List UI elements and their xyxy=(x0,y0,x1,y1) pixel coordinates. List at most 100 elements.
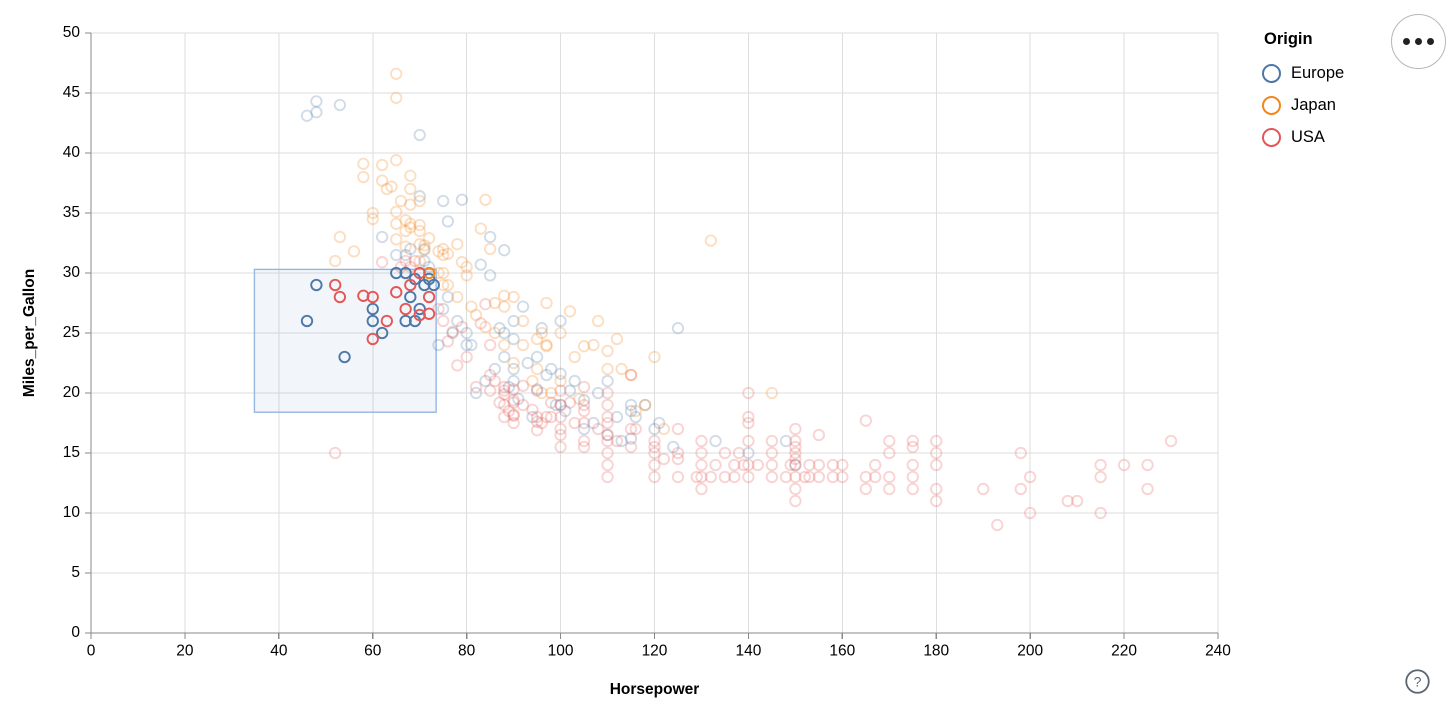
data-point-japan[interactable] xyxy=(404,221,417,234)
data-point-japan[interactable] xyxy=(563,305,577,318)
data-point-europe[interactable] xyxy=(563,384,577,397)
data-point-usa[interactable] xyxy=(695,446,708,460)
data-point-japan[interactable] xyxy=(629,404,642,418)
data-point-usa[interactable] xyxy=(742,416,755,430)
data-point-usa[interactable] xyxy=(812,428,826,442)
data-point-europe[interactable] xyxy=(535,322,548,335)
data-point-usa[interactable] xyxy=(507,394,520,407)
data-point-usa[interactable] xyxy=(718,446,732,460)
data-point-europe[interactable] xyxy=(375,230,389,244)
data-point-usa[interactable] xyxy=(498,380,511,394)
data-point-usa[interactable] xyxy=(1094,506,1107,520)
data-point-japan[interactable] xyxy=(610,332,624,346)
data-point-europe[interactable] xyxy=(460,326,473,340)
data-point-usa[interactable] xyxy=(930,434,943,448)
data-point-usa[interactable] xyxy=(333,290,347,304)
data-point-japan[interactable] xyxy=(413,238,426,251)
data-point-europe[interactable] xyxy=(483,269,497,282)
data-point-europe[interactable] xyxy=(587,416,600,430)
data-point-usa[interactable] xyxy=(329,446,342,460)
data-point-usa[interactable] xyxy=(737,458,750,472)
data-point-japan[interactable] xyxy=(441,278,455,292)
data-point-usa[interactable] xyxy=(577,380,591,394)
data-point-usa[interactable] xyxy=(399,254,412,268)
data-point-europe[interactable] xyxy=(460,338,473,352)
data-point-usa[interactable] xyxy=(930,482,943,496)
data-point-usa[interactable] xyxy=(906,470,919,484)
data-point-usa[interactable] xyxy=(869,470,882,484)
data-point-usa[interactable] xyxy=(390,286,403,299)
legend-item-europe[interactable]: Europe xyxy=(1262,57,1442,89)
data-point-usa[interactable] xyxy=(375,256,389,269)
data-point-usa[interactable] xyxy=(789,440,802,454)
data-point-europe[interactable] xyxy=(427,278,440,292)
data-point-europe[interactable] xyxy=(413,190,426,203)
data-point-europe[interactable] xyxy=(559,404,572,418)
data-point-usa[interactable] xyxy=(498,388,511,401)
data-point-europe[interactable] xyxy=(624,398,638,412)
data-point-europe[interactable] xyxy=(310,278,323,292)
data-point-europe[interactable] xyxy=(399,248,412,262)
data-point-usa[interactable] xyxy=(507,408,520,421)
data-point-usa[interactable] xyxy=(751,458,764,472)
data-point-europe[interactable] xyxy=(465,338,478,352)
data-point-japan[interactable] xyxy=(357,157,370,170)
data-point-usa[interactable] xyxy=(789,422,802,436)
data-point-usa[interactable] xyxy=(516,379,530,392)
data-point-usa[interactable] xyxy=(601,470,614,484)
data-point-usa[interactable] xyxy=(441,335,455,348)
data-point-usa[interactable] xyxy=(859,470,872,484)
data-point-japan[interactable] xyxy=(587,338,600,352)
data-point-europe[interactable] xyxy=(310,106,323,119)
data-point-usa[interactable] xyxy=(554,422,567,436)
data-point-japan[interactable] xyxy=(568,350,581,364)
data-point-usa[interactable] xyxy=(526,403,539,416)
data-point-europe[interactable] xyxy=(615,434,628,448)
data-point-usa[interactable] xyxy=(601,416,614,430)
data-point-japan[interactable] xyxy=(530,332,544,346)
data-point-usa[interactable] xyxy=(380,314,393,328)
data-point-europe[interactable] xyxy=(554,314,567,328)
data-point-europe[interactable] xyxy=(577,422,591,436)
data-point-usa[interactable] xyxy=(577,404,591,418)
data-point-usa[interactable] xyxy=(784,458,797,472)
data-point-japan[interactable] xyxy=(432,266,445,280)
data-point-usa[interactable] xyxy=(1141,458,1154,472)
data-point-europe[interactable] xyxy=(432,338,445,352)
data-point-usa[interactable] xyxy=(601,386,614,400)
data-point-usa[interactable] xyxy=(498,410,511,424)
data-point-usa[interactable] xyxy=(577,440,591,454)
data-point-usa[interactable] xyxy=(601,434,614,448)
data-point-europe[interactable] xyxy=(413,302,426,316)
data-point-japan[interactable] xyxy=(399,240,412,253)
data-point-usa[interactable] xyxy=(648,446,661,460)
data-point-japan[interactable] xyxy=(441,247,455,260)
data-point-usa[interactable] xyxy=(601,458,614,472)
data-point-usa[interactable] xyxy=(530,415,544,428)
data-point-europe[interactable] xyxy=(399,314,412,328)
data-point-usa[interactable] xyxy=(530,424,544,437)
data-point-usa[interactable] xyxy=(765,446,779,460)
data-point-japan[interactable] xyxy=(432,245,445,258)
data-point-japan[interactable] xyxy=(535,326,548,340)
data-point-japan[interactable] xyxy=(704,234,717,247)
data-point-japan[interactable] xyxy=(507,356,520,370)
legend-item-japan[interactable]: Japan xyxy=(1262,89,1442,121)
data-point-usa[interactable] xyxy=(930,446,943,460)
data-point-usa[interactable] xyxy=(803,458,816,472)
data-point-europe[interactable] xyxy=(366,314,379,328)
data-point-usa[interactable] xyxy=(883,434,896,448)
data-point-usa[interactable] xyxy=(545,410,558,424)
data-point-europe[interactable] xyxy=(418,242,431,256)
data-point-usa[interactable] xyxy=(592,422,605,436)
data-point-japan[interactable] xyxy=(366,212,379,226)
data-point-usa[interactable] xyxy=(789,458,802,472)
data-point-usa[interactable] xyxy=(624,368,638,382)
data-point-usa[interactable] xyxy=(507,383,520,396)
data-point-usa[interactable] xyxy=(728,470,741,484)
data-point-usa[interactable] xyxy=(883,446,896,460)
data-point-japan[interactable] xyxy=(488,326,501,340)
data-point-europe[interactable] xyxy=(375,326,389,340)
data-point-europe[interactable] xyxy=(638,398,652,412)
data-point-europe[interactable] xyxy=(498,350,511,364)
